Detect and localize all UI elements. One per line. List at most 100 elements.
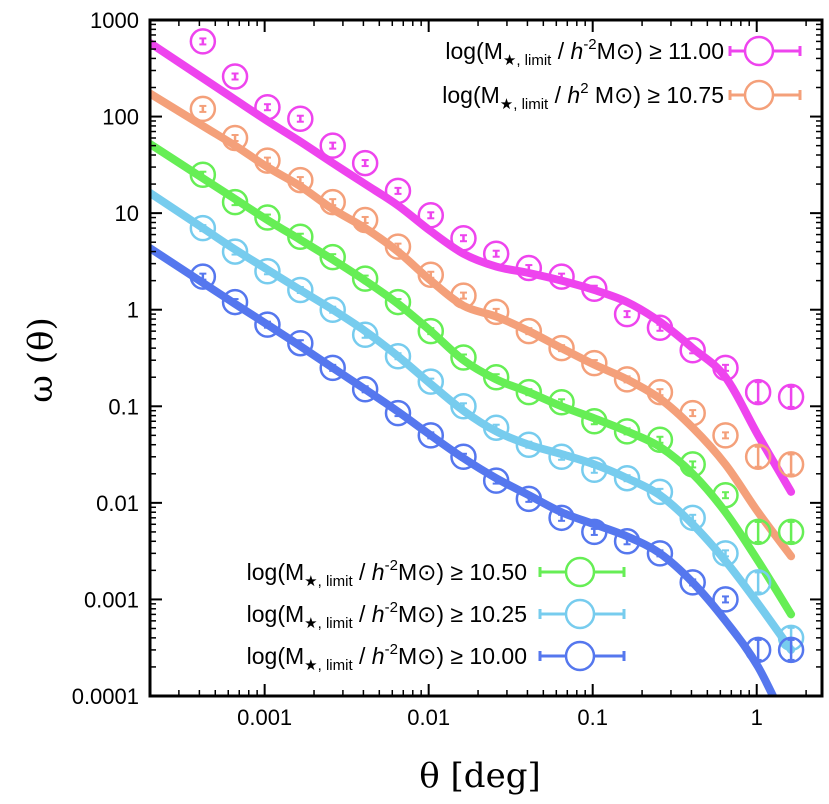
data-point-marker [646,478,674,506]
data-point [254,204,281,231]
y-axis-label: ω (θ) [21,317,61,403]
data-point-marker [646,378,674,406]
data-point-marker [287,329,314,357]
data-point-marker [221,188,249,216]
data-point [581,407,608,435]
data-point [287,223,314,250]
data-point-marker [646,540,674,567]
data-point [482,298,510,326]
legend-label-part: ★, limit [304,657,353,674]
x-tick-label: 0.01 [407,705,450,730]
data-point [417,368,445,395]
data-point-marker [417,368,445,395]
y-tick-label: 1000 [90,8,139,33]
legend-label: log(M★, limit / h-2M⊙) ≥ 10.50 [247,557,527,590]
data-point-marker [384,233,412,260]
data-point [221,188,249,216]
data-point-marker [319,243,346,271]
data-point-marker [351,321,379,349]
data-point [613,300,641,328]
data-point-marker [515,254,543,282]
data-point [221,124,249,152]
legend-label-part: log(M [247,559,305,585]
data-point-marker [744,569,772,596]
data-point-marker [679,399,706,427]
data-point [482,414,510,441]
data-point [450,224,477,252]
data-point [384,288,412,316]
legend-label: log(M★, limit / h-2M⊙) ≥ 10.00 [247,641,527,674]
legend-label-part: log(M [247,643,305,669]
data-point [189,161,217,188]
data-point [254,147,281,174]
data-point-marker [189,214,217,242]
data-point [384,177,412,205]
data-point [548,263,575,290]
legend-label-part: / [551,38,570,64]
data-point-marker [384,177,412,205]
data-point-marker [287,166,314,194]
data-point [548,504,575,532]
legend-label-part: / [353,643,372,669]
data-point [646,478,674,506]
data-point-marker [351,206,379,234]
data-point [254,311,281,338]
data-point-marker [712,481,739,509]
data-point [189,95,217,123]
data-point-marker [384,288,412,316]
legend-marker [743,35,775,67]
data-point [548,389,575,416]
data-point [613,528,641,555]
data-point [254,93,281,121]
data-point-marker [287,223,314,250]
data-point [351,376,379,403]
data-point-marker [319,132,346,159]
data-point-marker [679,569,706,596]
legend-label-part: log(M [247,601,305,627]
data-point-marker [221,238,249,265]
legend-entry-10.75: log(M★, limit / h2 M⊙) ≥ 10.75 [442,79,802,113]
data-point [744,569,772,596]
data-point-marker [450,443,477,471]
data-point-marker [221,63,249,90]
series-layer [150,28,805,696]
data-point [287,329,314,357]
data-point-marker [450,224,477,252]
data-point [548,443,575,471]
data-point-marker [679,451,706,478]
data-point-marker [777,451,805,478]
data-point [712,586,739,613]
model-curve-10.75 [150,89,796,561]
legend-label-part: / [548,82,567,108]
legend-marker [564,640,596,672]
data-point-marker [319,354,346,382]
data-point [450,393,477,420]
ticks-layer: 0.001 0.01 0.1 1 0.0001 0.001 0.01 0.1 1 10 100 100… [72,8,822,730]
data-point-marker [679,337,706,364]
legend-label-part: M⊙) ≥ 10.25 [398,601,527,627]
legend-label-part: / [353,559,372,585]
legend-label-part: h [567,82,580,108]
data-point [744,443,772,471]
data-point [679,504,706,532]
data-point-marker [515,485,543,513]
data-point [777,383,805,411]
data-point-marker [548,263,575,290]
legend-label: log(M★, limit / h2 M⊙) ≥ 10.75 [442,80,724,113]
legend-label-part: / [353,601,372,627]
data-point-marker [777,383,805,411]
legend-label: log(M★, limit / h-2M⊙) ≥ 10.25 [247,599,527,632]
data-point-marker [189,263,217,290]
legend-label-part: M⊙) ≥ 11.00 [597,38,724,64]
data-point [221,63,249,90]
legend-label-part: M⊙) ≥ 10.75 [589,82,724,108]
data-point-marker [581,349,608,377]
data-point [482,363,510,391]
data-point [613,366,641,393]
legend-label-part: log(M [442,82,500,108]
data-point-marker [221,124,249,152]
data-point-marker [254,311,281,338]
data-point [482,240,510,267]
